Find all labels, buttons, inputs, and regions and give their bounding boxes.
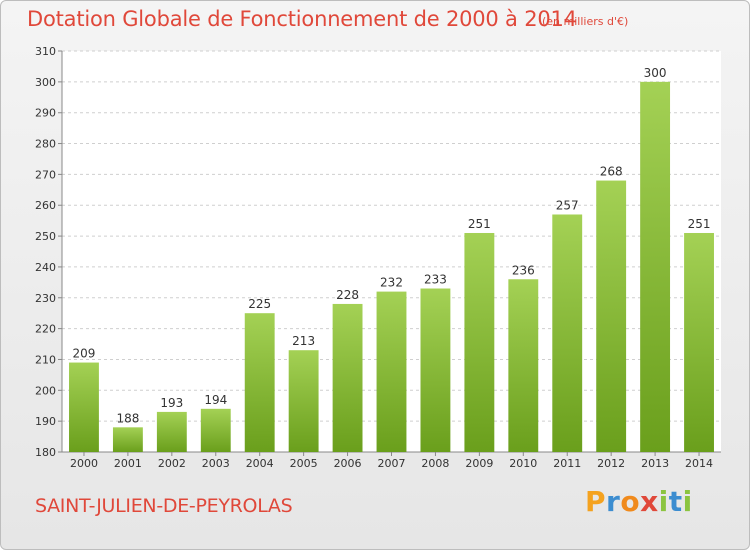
commune-name: SAINT-JULIEN-DE-PEYROLAS [35,495,293,517]
x-tick-label: 2014 [685,457,713,470]
bar [552,214,583,452]
x-tick-label: 2010 [509,457,537,470]
logo-letter: i [658,485,669,518]
bar [156,411,187,452]
bar-value-label: 268 [600,165,623,179]
logo-letter: t [668,485,683,518]
y-tick-label: 200 [35,384,56,397]
bar-value-label: 209 [73,347,96,361]
x-tick-label: 2012 [597,457,625,470]
bar-value-label: 236 [512,263,535,277]
bar [420,288,451,452]
logo-letter: x [640,485,659,518]
bar [376,291,407,452]
logo-letter: o [620,485,641,518]
bar [200,408,231,452]
x-tick-label: 2002 [158,457,186,470]
bar [508,279,539,452]
bar-value-label: 213 [292,334,315,348]
x-tick-label: 2003 [202,457,230,470]
x-tick-label: 2008 [421,457,449,470]
x-tick-label: 2005 [290,457,318,470]
bar-value-label: 188 [116,411,139,425]
chart-unit: (en milliers d'€) [542,15,629,28]
bar-value-label: 233 [424,273,447,287]
bar-value-label: 194 [204,393,227,407]
y-tick-label: 250 [35,230,56,243]
logo-letter: P [585,485,607,518]
bar-value-label: 193 [160,396,183,410]
logo-letter: r [606,485,621,518]
bar-value-label: 251 [688,217,711,231]
x-tick-label: 2006 [334,457,362,470]
bar [684,232,714,452]
x-tick-label: 2007 [378,457,406,470]
bar [464,232,495,452]
bar [288,350,319,452]
bar [112,427,143,452]
x-tick-label: 2001 [114,457,142,470]
y-tick-label: 210 [35,353,56,366]
x-tick-label: 2004 [246,457,274,470]
bar-value-label: 228 [336,288,359,302]
bar-value-label: 232 [380,276,403,290]
y-tick-label: 280 [35,138,56,151]
x-tick-label: 2009 [465,457,493,470]
logo-letter: i [682,485,693,518]
bar [640,81,671,452]
bar-value-label: 225 [248,297,271,311]
bar-value-label: 300 [644,66,667,80]
y-tick-label: 290 [35,107,56,120]
bar [69,362,99,452]
y-tick-label: 270 [35,168,56,181]
y-tick-label: 260 [35,199,56,212]
x-tick-label: 2011 [553,457,581,470]
bar-value-label: 251 [468,217,491,231]
bar [596,180,627,453]
y-tick-label: 220 [35,323,56,336]
y-tick-label: 230 [35,292,56,305]
x-tick-label: 2013 [641,457,669,470]
bar [332,303,363,452]
proxiti-logo: Proxiti [585,485,693,518]
bar-value-label: 257 [556,198,579,212]
bar [244,313,275,452]
chart-title: Dotation Globale de Fonctionnement de 20… [27,7,577,31]
y-tick-label: 310 [35,45,56,58]
y-tick-label: 190 [35,415,56,428]
y-tick-label: 240 [35,261,56,274]
x-tick-label: 2000 [70,457,98,470]
y-tick-label: 300 [35,76,56,89]
y-tick-label: 180 [35,446,56,459]
